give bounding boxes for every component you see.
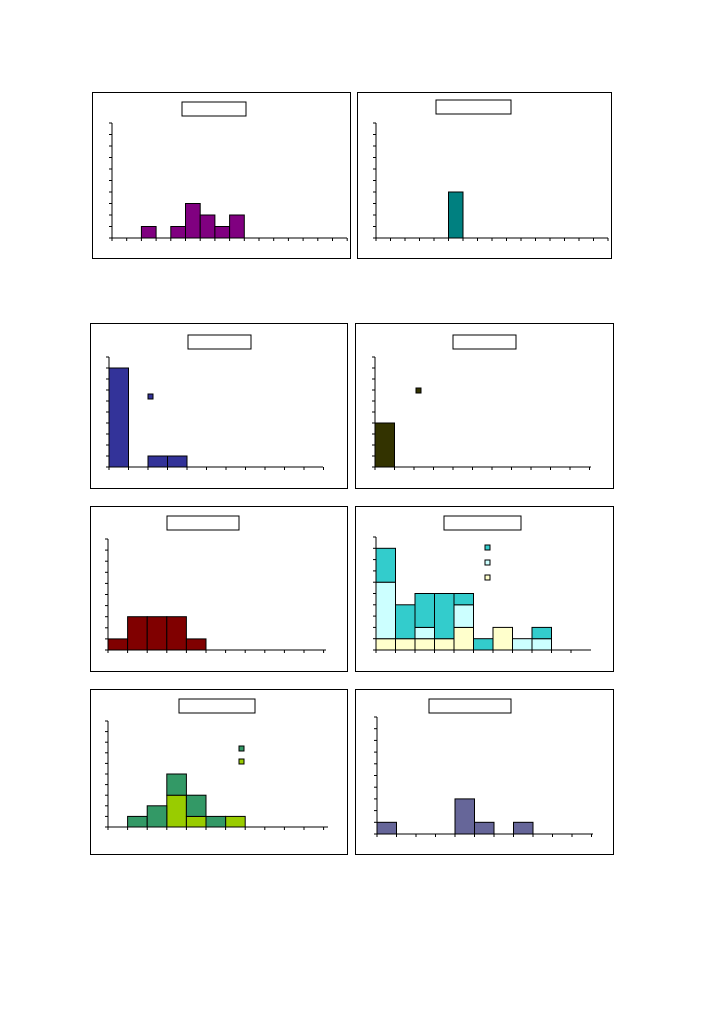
bar-series-1-bin-8 <box>214 226 231 239</box>
chart-7-svg <box>105 698 328 830</box>
bar-series-3-bin-2 <box>395 604 416 640</box>
legend-swatch-1 <box>484 544 491 551</box>
bar-series-2-bin-3 <box>146 805 168 828</box>
bar-series-3-bin-3 <box>414 593 435 628</box>
histogram-chart-8 <box>355 689 614 855</box>
bar-series-2-bin-9 <box>531 638 552 651</box>
chart-title-box <box>181 101 247 117</box>
chart-title-box <box>435 99 512 115</box>
chart-title-box <box>452 334 517 350</box>
bar-series-1-bin-1 <box>107 638 129 651</box>
bar-series-1-bin-4 <box>166 616 187 651</box>
bar-series-1-bin-5 <box>170 226 187 239</box>
bar-series-1-bin-7 <box>199 214 216 239</box>
bar-series-1-bin-4 <box>167 455 188 468</box>
bar-series-3-bin-1 <box>375 547 396 583</box>
bar-series-3-bin-4 <box>434 593 455 640</box>
bar-series-1-bin-9 <box>229 214 245 239</box>
bar-series-2-bin-5 <box>453 604 474 628</box>
chart-2-svg <box>373 99 609 241</box>
bar-series-1-bin-5 <box>453 626 474 651</box>
histogram-chart-3 <box>90 323 348 489</box>
bar-series-2-bin-5 <box>185 794 207 817</box>
bar-series-2-bin-2 <box>127 815 148 828</box>
histogram-chart-4 <box>355 323 614 489</box>
legend-swatch-1 <box>147 393 154 400</box>
bar-series-1-bin-8 <box>513 821 534 835</box>
bar-series-1-bin-5 <box>185 815 207 828</box>
legend-swatch-2 <box>484 559 491 566</box>
bar-series-1-bin-6 <box>474 821 495 835</box>
bar-series-2-bin-3 <box>414 626 435 640</box>
legend-swatch-1 <box>238 745 245 752</box>
bar-series-3-bin-5 <box>453 593 474 606</box>
bar-series-1-bin-4 <box>166 794 187 828</box>
bar-series-1-bin-5 <box>454 798 475 835</box>
legend-swatch-2 <box>238 758 245 765</box>
chart-4-svg <box>372 334 591 470</box>
bar-series-1-bin-1 <box>375 638 396 651</box>
bar-series-1-bin-1 <box>376 821 397 835</box>
bar-series-1-bin-7 <box>492 626 513 651</box>
chart-3-svg <box>106 334 324 470</box>
histogram-chart-2 <box>357 92 612 259</box>
chart-title-box <box>187 334 252 350</box>
chart-8-svg <box>374 698 593 837</box>
histogram-chart-7 <box>90 689 348 855</box>
chart-title-box <box>443 515 522 531</box>
chart-1-svg <box>109 101 348 241</box>
bar-series-2-bin-8 <box>512 638 533 651</box>
bar-series-1-bin-6 <box>448 191 464 239</box>
bar-series-1-bin-3 <box>414 638 435 651</box>
histogram-chart-5 <box>90 506 348 672</box>
bar-series-1-bin-3 <box>147 455 168 468</box>
chart-5-svg <box>105 515 326 653</box>
bar-series-2-bin-1 <box>375 581 396 640</box>
histogram-chart-1 <box>92 92 351 259</box>
chart-title-box <box>178 698 256 714</box>
bar-series-1-bin-4 <box>434 638 455 651</box>
bar-series-2-bin-4 <box>166 773 187 796</box>
bar-series-1-bin-3 <box>140 226 157 239</box>
bar-series-1-bin-3 <box>146 616 168 651</box>
bar-series-1-bin-7 <box>225 815 246 828</box>
chart-title-box <box>428 698 512 714</box>
bar-series-1-bin-2 <box>127 616 148 651</box>
bar-series-1-bin-6 <box>185 203 201 239</box>
bar-series-1-bin-2 <box>395 638 416 651</box>
bar-series-1-bin-5 <box>185 638 207 651</box>
bar-series-1-bin-1 <box>108 367 129 468</box>
histogram-chart-6 <box>355 506 614 672</box>
bar-series-3-bin-6 <box>473 638 494 651</box>
legend-swatch-3 <box>484 574 491 581</box>
chart-title-box <box>166 515 240 531</box>
bar-series-1-bin-1 <box>374 422 395 468</box>
bar-series-2-bin-6 <box>205 815 227 828</box>
bar-series-3-bin-9 <box>531 626 552 640</box>
chart-6-svg <box>373 515 591 653</box>
legend-swatch-1 <box>415 387 422 394</box>
